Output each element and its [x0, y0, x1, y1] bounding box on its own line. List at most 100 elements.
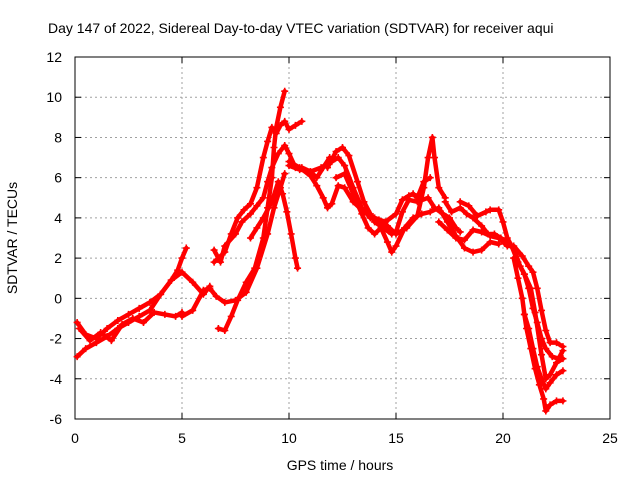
data-point: [125, 310, 132, 318]
chart-title: Day 147 of 2022, Sidereal Day-to-day VTE…: [48, 20, 554, 36]
data-point: [473, 212, 481, 220]
data-point: [553, 359, 560, 367]
data-point: [221, 248, 229, 256]
data-point: [75, 325, 83, 332]
plot-frame: [74, 56, 611, 420]
data-point: [285, 125, 293, 133]
data-point: [287, 230, 295, 238]
x-axis-label: GPS time / hours: [287, 457, 394, 473]
data-point: [135, 304, 143, 312]
data-point: [456, 198, 464, 206]
data-point: [73, 318, 81, 326]
data-point: [418, 210, 426, 218]
y-axis-label: SDTVAR / TECUs: [4, 182, 20, 294]
data-point: [540, 395, 548, 403]
data-point: [332, 148, 340, 156]
data-point: [546, 379, 554, 387]
data-point: [443, 226, 451, 234]
series-track-q: [520, 310, 567, 393]
data-point: [238, 218, 246, 226]
data-point: [246, 234, 254, 242]
data-point: [268, 174, 276, 182]
data-point: [270, 204, 278, 212]
series-line: [74, 269, 213, 359]
data-point: [553, 339, 560, 347]
data-point: [86, 337, 94, 345]
data-point: [518, 294, 526, 302]
data-point: [178, 312, 186, 320]
data-point: [358, 210, 366, 218]
data-point: [398, 208, 406, 216]
data-point: [405, 196, 413, 204]
y-tick-label: 8: [54, 129, 62, 145]
data-point: [431, 154, 439, 162]
data-point: [73, 353, 81, 361]
data-point: [525, 325, 533, 332]
data-point: [503, 234, 511, 242]
data-point: [546, 401, 554, 409]
data-point: [525, 262, 533, 270]
data-point: [409, 214, 417, 222]
data-point: [460, 244, 468, 252]
data-point: [139, 318, 147, 326]
data-point: [281, 141, 289, 149]
data-point: [435, 204, 443, 212]
data-point: [283, 208, 291, 216]
data-point: [332, 174, 340, 182]
data-point: [377, 224, 385, 232]
data-point: [264, 137, 272, 145]
data-point: [392, 242, 400, 250]
series-line: [211, 119, 305, 265]
data-point: [182, 244, 190, 252]
y-tick-label: 12: [46, 49, 62, 65]
data-point: [553, 371, 560, 379]
data-point: [527, 284, 535, 292]
data-point: [460, 236, 468, 244]
data-point: [486, 206, 494, 214]
y-tick-label: -2: [50, 331, 63, 347]
data-point: [508, 242, 516, 250]
data-point: [221, 327, 229, 335]
data-point: [463, 210, 471, 218]
data-point: [174, 266, 182, 274]
data-point: [272, 123, 280, 131]
data-point: [529, 345, 537, 353]
data-point: [443, 218, 451, 226]
data-point: [409, 190, 417, 198]
data-point: [334, 182, 342, 190]
data-point: [448, 208, 456, 216]
data-point: [167, 276, 175, 284]
data-point: [306, 168, 314, 176]
data-point: [349, 190, 357, 198]
data-point: [456, 228, 464, 236]
data-point: [559, 367, 567, 375]
data-point: [103, 325, 111, 332]
data-point: [118, 320, 126, 328]
y-tick-label: 6: [54, 170, 62, 186]
data-point: [259, 214, 267, 222]
data-point: [129, 314, 137, 322]
data-point: [234, 296, 242, 304]
data-point: [150, 308, 158, 316]
data-point: [268, 198, 276, 206]
data-point: [529, 268, 537, 276]
data-point: [285, 162, 293, 170]
data-point: [296, 166, 304, 174]
data-point: [298, 117, 306, 125]
data-point: [341, 184, 349, 192]
series-line: [333, 171, 501, 255]
data-point: [210, 246, 218, 254]
data-point: [375, 216, 383, 224]
x-tick-label: 25: [602, 430, 618, 446]
data-point: [242, 278, 250, 286]
data-point: [533, 363, 541, 371]
data-point: [82, 345, 90, 353]
data-point: [199, 286, 207, 294]
data-point: [510, 254, 518, 262]
series-track-a: [73, 244, 190, 343]
data-series: [73, 87, 567, 415]
x-tick-label: 20: [495, 430, 511, 446]
data-point: [206, 284, 214, 292]
data-point: [559, 355, 567, 363]
